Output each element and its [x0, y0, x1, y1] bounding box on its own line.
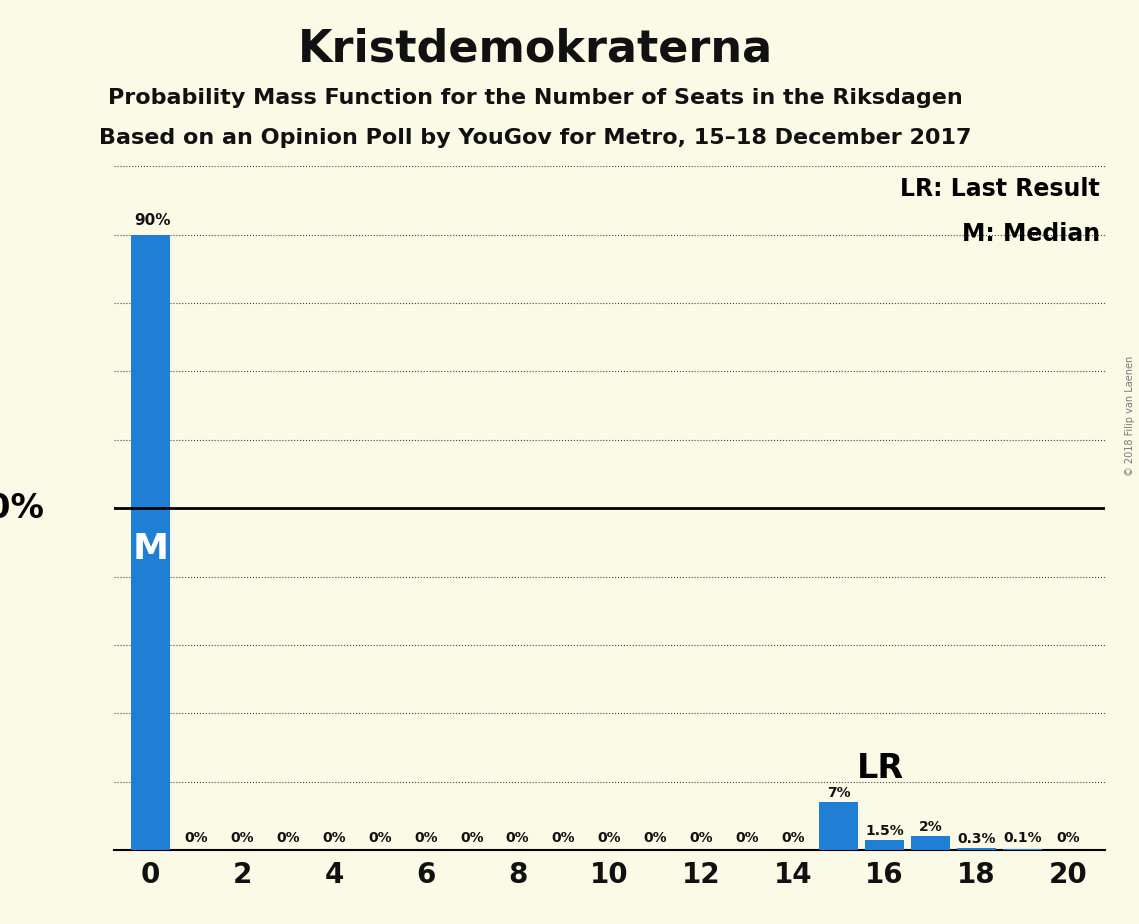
Text: 7%: 7% [827, 786, 851, 800]
Text: 90%: 90% [134, 213, 171, 228]
Text: 0.1%: 0.1% [1003, 831, 1041, 845]
Text: 1.5%: 1.5% [866, 824, 904, 838]
Text: 50%: 50% [0, 492, 44, 525]
Text: 0%: 0% [551, 831, 575, 845]
Text: 0%: 0% [1056, 831, 1080, 845]
Text: 0.3%: 0.3% [957, 832, 995, 846]
Text: 0%: 0% [415, 831, 437, 845]
Text: LR: LR [857, 752, 903, 785]
Text: M: M [132, 532, 169, 566]
Bar [957, 848, 995, 850]
Text: 0%: 0% [185, 831, 208, 845]
Text: 0%: 0% [277, 831, 300, 845]
Bar [866, 840, 904, 850]
Text: 0%: 0% [506, 831, 530, 845]
Text: 2%: 2% [919, 821, 942, 834]
Text: © 2018 Filip van Laenen: © 2018 Filip van Laenen [1125, 356, 1134, 476]
Text: 0%: 0% [230, 831, 254, 845]
Text: 0%: 0% [689, 831, 713, 845]
Text: 0%: 0% [735, 831, 759, 845]
Text: Kristdemokraterna: Kristdemokraterna [297, 28, 773, 71]
Text: 0%: 0% [368, 831, 392, 845]
Bar [911, 836, 950, 850]
Text: 0%: 0% [598, 831, 621, 845]
Bar [131, 235, 170, 850]
Text: LR: Last Result: LR: Last Result [900, 176, 1100, 201]
Text: 0%: 0% [644, 831, 667, 845]
Text: Based on an Opinion Poll by YouGov for Metro, 15–18 December 2017: Based on an Opinion Poll by YouGov for M… [99, 128, 972, 148]
Text: 0%: 0% [781, 831, 804, 845]
Text: Probability Mass Function for the Number of Seats in the Riksdagen: Probability Mass Function for the Number… [108, 88, 962, 108]
Text: M: Median: M: Median [961, 223, 1100, 247]
Text: 0%: 0% [460, 831, 484, 845]
Bar [819, 802, 859, 850]
Text: 0%: 0% [322, 831, 346, 845]
